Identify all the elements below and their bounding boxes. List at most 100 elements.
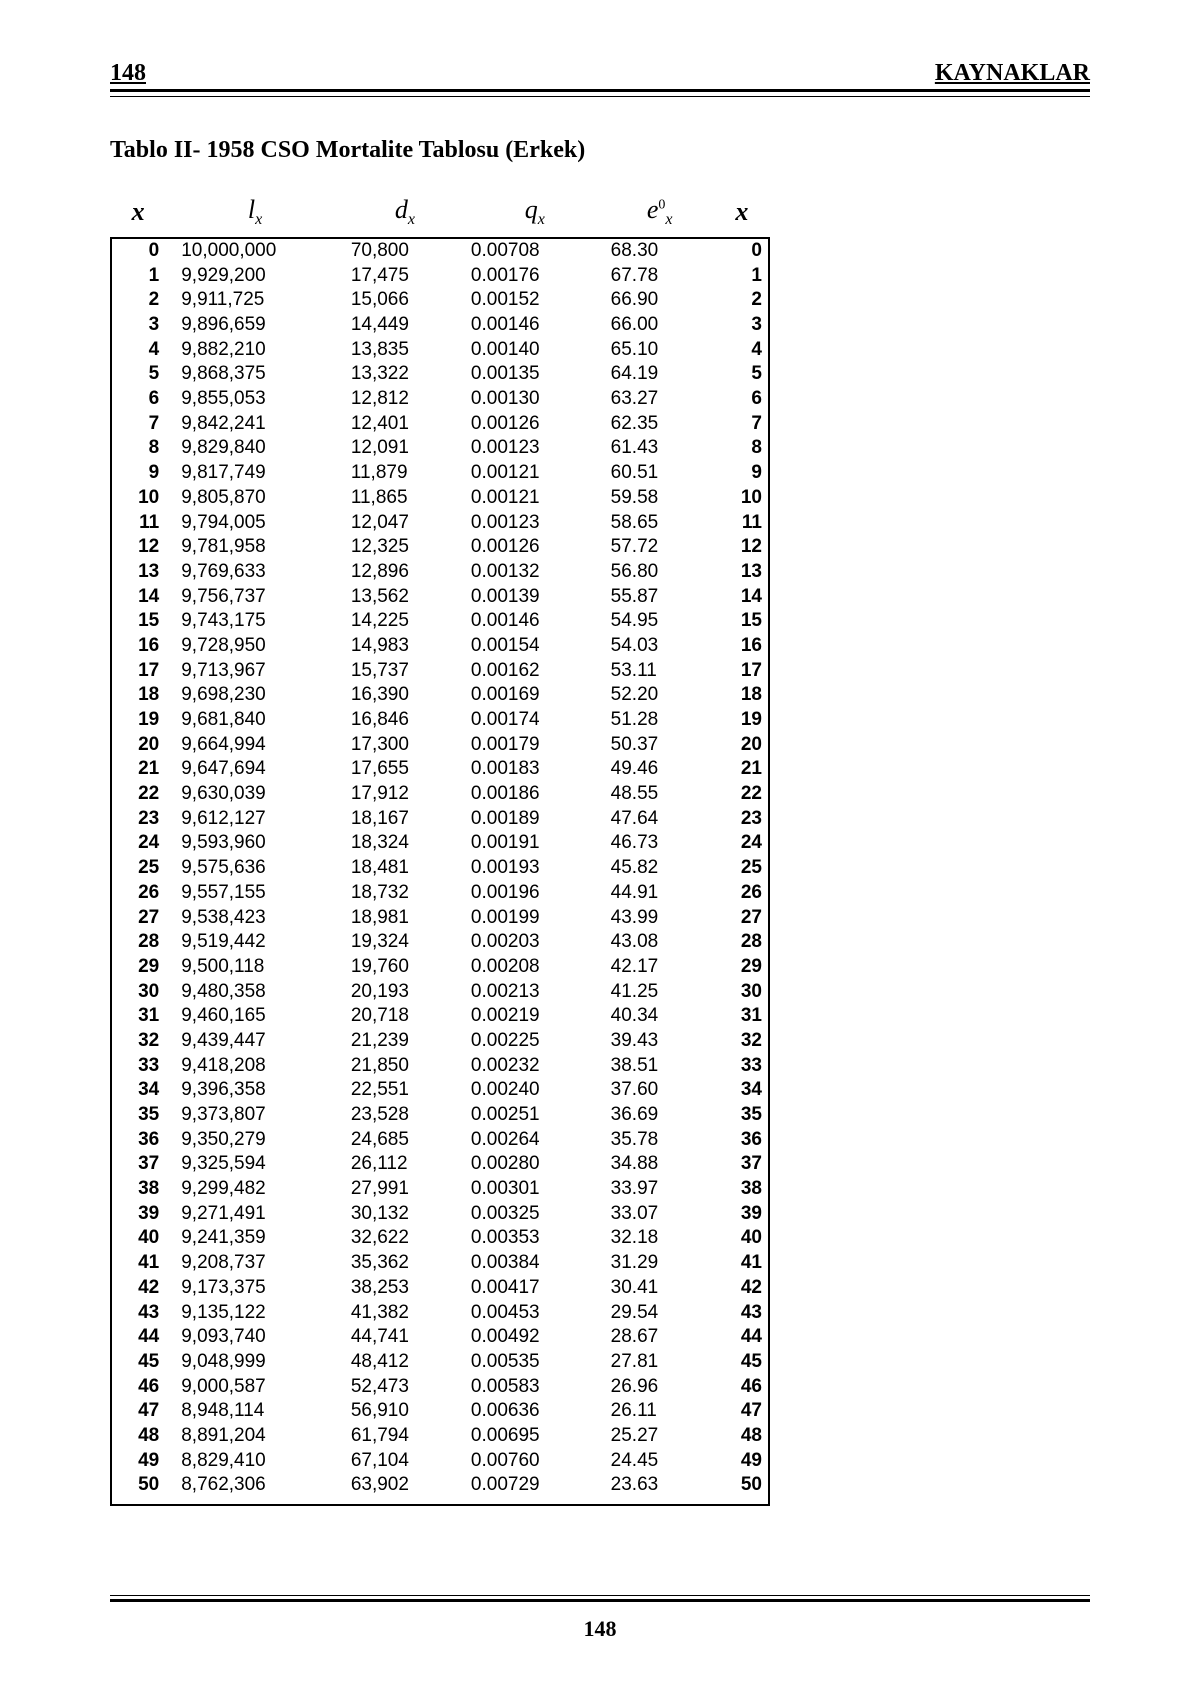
col-x-left: x (111, 189, 165, 238)
table-row: 339,418,20821,8500.0023238.5133 (111, 1054, 769, 1079)
col-lx-sub: x (255, 211, 262, 228)
table-head: x lx dx qx e0x x (111, 189, 769, 238)
cell-x1: 49 (111, 1449, 165, 1474)
cell-ex: 42.17 (605, 955, 715, 980)
table-row: 239,612,12718,1670.0018947.6423 (111, 807, 769, 832)
cell-lx: 9,664,994 (165, 733, 345, 758)
cell-x2: 23 (715, 807, 769, 832)
cell-qx: 0.00251 (465, 1103, 605, 1128)
cell-ex: 57.72 (605, 535, 715, 560)
cell-qx: 0.00301 (465, 1177, 605, 1202)
cell-lx: 9,048,999 (165, 1350, 345, 1375)
cell-x1: 0 (111, 238, 165, 264)
cell-qx: 0.00219 (465, 1004, 605, 1029)
table-row: 129,781,95812,3250.0012657.7212 (111, 535, 769, 560)
cell-x1: 8 (111, 436, 165, 461)
cell-x1: 32 (111, 1029, 165, 1054)
cell-ex: 48.55 (605, 782, 715, 807)
col-x-left-label: x (132, 197, 145, 226)
table-row: 469,000,58752,4730.0058326.9646 (111, 1375, 769, 1400)
cell-ex: 43.08 (605, 930, 715, 955)
cell-x1: 23 (111, 807, 165, 832)
cell-x1: 30 (111, 980, 165, 1005)
cell-qx: 0.00280 (465, 1152, 605, 1177)
cell-lx: 9,271,491 (165, 1202, 345, 1227)
cell-x2: 31 (715, 1004, 769, 1029)
cell-ex: 29.54 (605, 1301, 715, 1326)
cell-qx: 0.00146 (465, 313, 605, 338)
cell-lx: 9,647,694 (165, 757, 345, 782)
cell-lx: 9,396,358 (165, 1078, 345, 1103)
table-row: 379,325,59426,1120.0028034.8837 (111, 1152, 769, 1177)
cell-dx: 15,066 (345, 288, 465, 313)
col-dx: dx (345, 189, 465, 238)
page-number-bottom: 148 (110, 1616, 1090, 1642)
cell-x2: 13 (715, 560, 769, 585)
cell-dx: 41,382 (345, 1301, 465, 1326)
cell-ex: 40.34 (605, 1004, 715, 1029)
table-row: 169,728,95014,9830.0015454.0316 (111, 634, 769, 659)
cell-lx: 8,891,204 (165, 1424, 345, 1449)
cell-lx: 9,000,587 (165, 1375, 345, 1400)
cell-x2: 33 (715, 1054, 769, 1079)
cell-x1: 40 (111, 1226, 165, 1251)
cell-ex: 65.10 (605, 338, 715, 363)
cell-x1: 47 (111, 1399, 165, 1424)
cell-dx: 17,300 (345, 733, 465, 758)
cell-ex: 54.95 (605, 609, 715, 634)
cell-ex: 32.18 (605, 1226, 715, 1251)
cell-qx: 0.00208 (465, 955, 605, 980)
col-ex: e0x (605, 189, 715, 238)
cell-qx: 0.00132 (465, 560, 605, 585)
table-row: 369,350,27924,6850.0026435.7836 (111, 1128, 769, 1153)
cell-ex: 61.43 (605, 436, 715, 461)
cell-x1: 37 (111, 1152, 165, 1177)
cell-x2: 7 (715, 412, 769, 437)
cell-x2: 14 (715, 585, 769, 610)
cell-lx: 9,681,840 (165, 708, 345, 733)
table-row: 498,829,41067,1040.0076024.4549 (111, 1449, 769, 1474)
cell-qx: 0.00191 (465, 831, 605, 856)
cell-x1: 5 (111, 362, 165, 387)
table-row: 349,396,35822,5510.0024037.6034 (111, 1078, 769, 1103)
col-dx-sym: d (395, 195, 408, 224)
table-row: 79,842,24112,4010.0012662.357 (111, 412, 769, 437)
cell-ex: 64.19 (605, 362, 715, 387)
cell-ex: 63.27 (605, 387, 715, 412)
cell-dx: 21,850 (345, 1054, 465, 1079)
cell-dx: 13,562 (345, 585, 465, 610)
cell-qx: 0.00193 (465, 856, 605, 881)
table-row: 139,769,63312,8960.0013256.8013 (111, 560, 769, 585)
cell-x1: 46 (111, 1375, 165, 1400)
cell-x1: 39 (111, 1202, 165, 1227)
header-rule (110, 96, 1090, 97)
table-row: 010,000,00070,8000.0070868.300 (111, 238, 769, 264)
table-row: 49,882,21013,8350.0014065.104 (111, 338, 769, 363)
cell-qx: 0.00174 (465, 708, 605, 733)
cell-qx: 0.00126 (465, 412, 605, 437)
cell-dx: 12,047 (345, 511, 465, 536)
table-row: 19,929,20017,4750.0017667.781 (111, 264, 769, 289)
cell-x2: 15 (715, 609, 769, 634)
cell-qx: 0.00492 (465, 1325, 605, 1350)
cell-dx: 18,324 (345, 831, 465, 856)
cell-dx: 30,132 (345, 1202, 465, 1227)
cell-lx: 9,173,375 (165, 1276, 345, 1301)
cell-x1: 17 (111, 659, 165, 684)
cell-lx: 9,500,118 (165, 955, 345, 980)
cell-x1: 20 (111, 733, 165, 758)
cell-x2: 30 (715, 980, 769, 1005)
cell-dx: 27,991 (345, 1177, 465, 1202)
table-row: 449,093,74044,7410.0049228.6744 (111, 1325, 769, 1350)
cell-lx: 9,728,950 (165, 634, 345, 659)
cell-x1: 25 (111, 856, 165, 881)
cell-ex: 67.78 (605, 264, 715, 289)
table-row: 39,896,65914,4490.0014666.003 (111, 313, 769, 338)
cell-qx: 0.00225 (465, 1029, 605, 1054)
cell-x2: 12 (715, 535, 769, 560)
cell-ex: 51.28 (605, 708, 715, 733)
cell-lx: 9,480,358 (165, 980, 345, 1005)
cell-x2: 26 (715, 881, 769, 906)
col-ex-sub: x (665, 211, 672, 228)
cell-lx: 9,868,375 (165, 362, 345, 387)
